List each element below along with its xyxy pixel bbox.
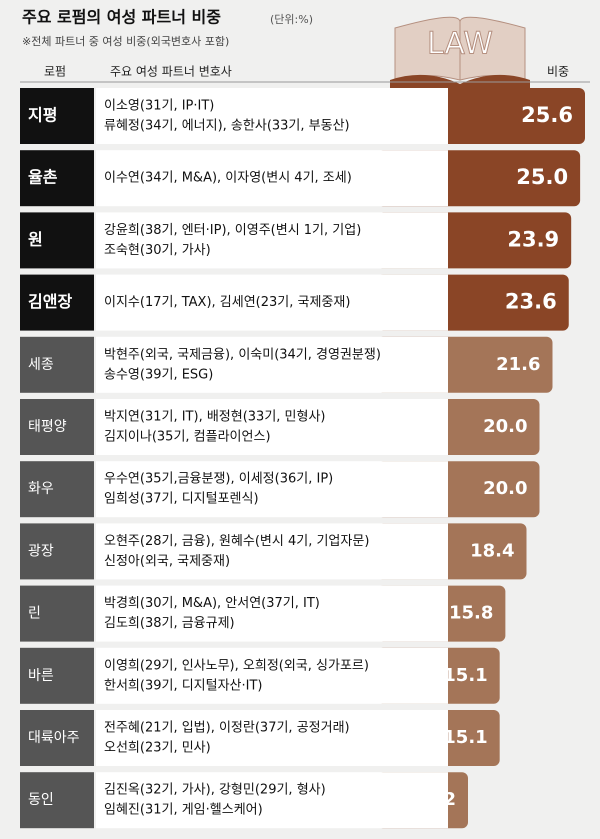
partner-text: 이소영(31기, IP·IT) (104, 99, 214, 114)
firm-cell (20, 585, 94, 642)
partner-text: 조숙현(30기, 가사) (104, 243, 211, 258)
partner-cell (96, 523, 448, 580)
firm-label: 화우 (28, 481, 54, 497)
partner-text: 강윤희(38기, 엔터·IP), 이영주(변시 1기, 기업) (104, 223, 361, 238)
value-label: 11.2 (412, 789, 456, 810)
partner-cell (96, 212, 448, 269)
value-label: 20.0 (483, 478, 527, 499)
value-label: 25.6 (521, 103, 573, 127)
value-label: 20.0 (483, 416, 527, 437)
partner-text: 신정아(외국, 국제중재) (104, 554, 230, 569)
firm-cell (20, 274, 94, 331)
firm-label: 율촌 (28, 168, 58, 187)
firm-cell (20, 710, 94, 766)
value-label: 18.4 (470, 540, 514, 561)
partner-cell (96, 585, 448, 642)
partner-cell (96, 336, 448, 393)
firm-label: 태평양 (28, 419, 67, 435)
value-label: 15.8 (449, 603, 493, 624)
partner-text: 이영희(29기, 인사노무), 오희정(외국, 싱가포르) (104, 658, 369, 673)
partner-text: 임혜진(31기, 게임·헬스케어) (104, 803, 263, 818)
partner-cell (96, 710, 448, 766)
partner-text: 오선희(23기, 민사) (104, 741, 211, 756)
value-label: 21.6 (496, 354, 540, 375)
partner-cell (96, 647, 448, 704)
value-label: 23.6 (505, 290, 557, 314)
column-header: 주요 여성 파트너 변호사 (110, 65, 232, 79)
note: ※전체 파트너 중 여성 비중(외국변호사 포함) (22, 35, 229, 48)
firm-label: 동인 (28, 792, 54, 808)
value-label: 15.1 (443, 727, 487, 748)
firm-cell (20, 461, 94, 518)
firm-cell (20, 647, 94, 704)
partner-cell (96, 772, 448, 829)
partner-text: 오현주(28기, 금융), 원혜수(변시 4기, 기업자문) (104, 534, 369, 549)
partner-cell (96, 88, 448, 144)
firm-label: 광장 (28, 543, 54, 559)
partner-cell (96, 274, 448, 331)
partner-text: 송수영(39기, ESG) (104, 367, 213, 382)
icon-label: LAW (427, 27, 493, 62)
value-label: 15.1 (443, 665, 487, 686)
partner-text: 한서희(39기, 디지털자산·IT) (104, 678, 263, 693)
partner-text: 김도희(38기, 금융규제) (104, 616, 235, 631)
partner-cell (96, 399, 448, 455)
partner-text: 이수연(34기, M&A), 이자영(변시 4기, 조세) (104, 171, 352, 186)
column-header: 비중 (547, 65, 569, 79)
firm-label: 지평 (28, 106, 57, 125)
partner-text: 전주혜(21기, 입법), 이정란(37기, 공정거래) (104, 721, 350, 736)
firm-cell (20, 336, 94, 393)
firm-label: 린 (28, 606, 41, 622)
chart-title: 주요 로펌의 여성 파트너 비중 (22, 8, 221, 27)
value-label: 25.0 (516, 165, 568, 189)
firm-label: 바른 (28, 668, 54, 684)
partner-text: 박경희(30기, M&A), 안서연(37기, IT) (104, 596, 320, 611)
subtitle: (단위:%) (270, 13, 313, 26)
book-cover (390, 74, 530, 90)
firm-cell (20, 772, 94, 829)
partner-cell (96, 461, 448, 518)
firm-label: 김앤장 (28, 292, 72, 311)
partner-cell (96, 150, 448, 207)
firm-cell (20, 212, 94, 269)
firm-cell (20, 399, 94, 455)
book-icon: LAW (390, 16, 530, 90)
firm-label: 대륙아주 (28, 730, 80, 746)
firm-label: 세종 (28, 357, 54, 373)
partner-text: 박현주(외국, 국제금융), 이숙미(34기, 경영권분쟁) (104, 347, 381, 362)
partner-text: 박지연(31기, IT), 배정현(33기, 민형사) (104, 410, 326, 425)
partner-text: 김지이나(35기, 컴플라이언스) (104, 430, 271, 445)
partner-text: 이지수(17기, TAX), 김세연(23기, 국제중재) (104, 295, 350, 310)
column-header: 로펌 (44, 65, 66, 79)
partner-text: 임희성(37기, 디지털포렌식) (104, 492, 259, 507)
firm-cell (20, 523, 94, 580)
value-label: 23.9 (507, 227, 559, 251)
partner-text: 우수연(35기,금융분쟁), 이세정(36기, IP) (104, 472, 333, 487)
firm-label: 원 (28, 230, 43, 249)
partner-text: 김진옥(32기, 가사), 강형민(29기, 형사) (104, 783, 326, 798)
partner-text: 류혜정(34기, 에너지), 송한사(33기, 부동산) (104, 119, 350, 134)
firm-cell (20, 88, 94, 144)
firm-cell (20, 150, 94, 207)
